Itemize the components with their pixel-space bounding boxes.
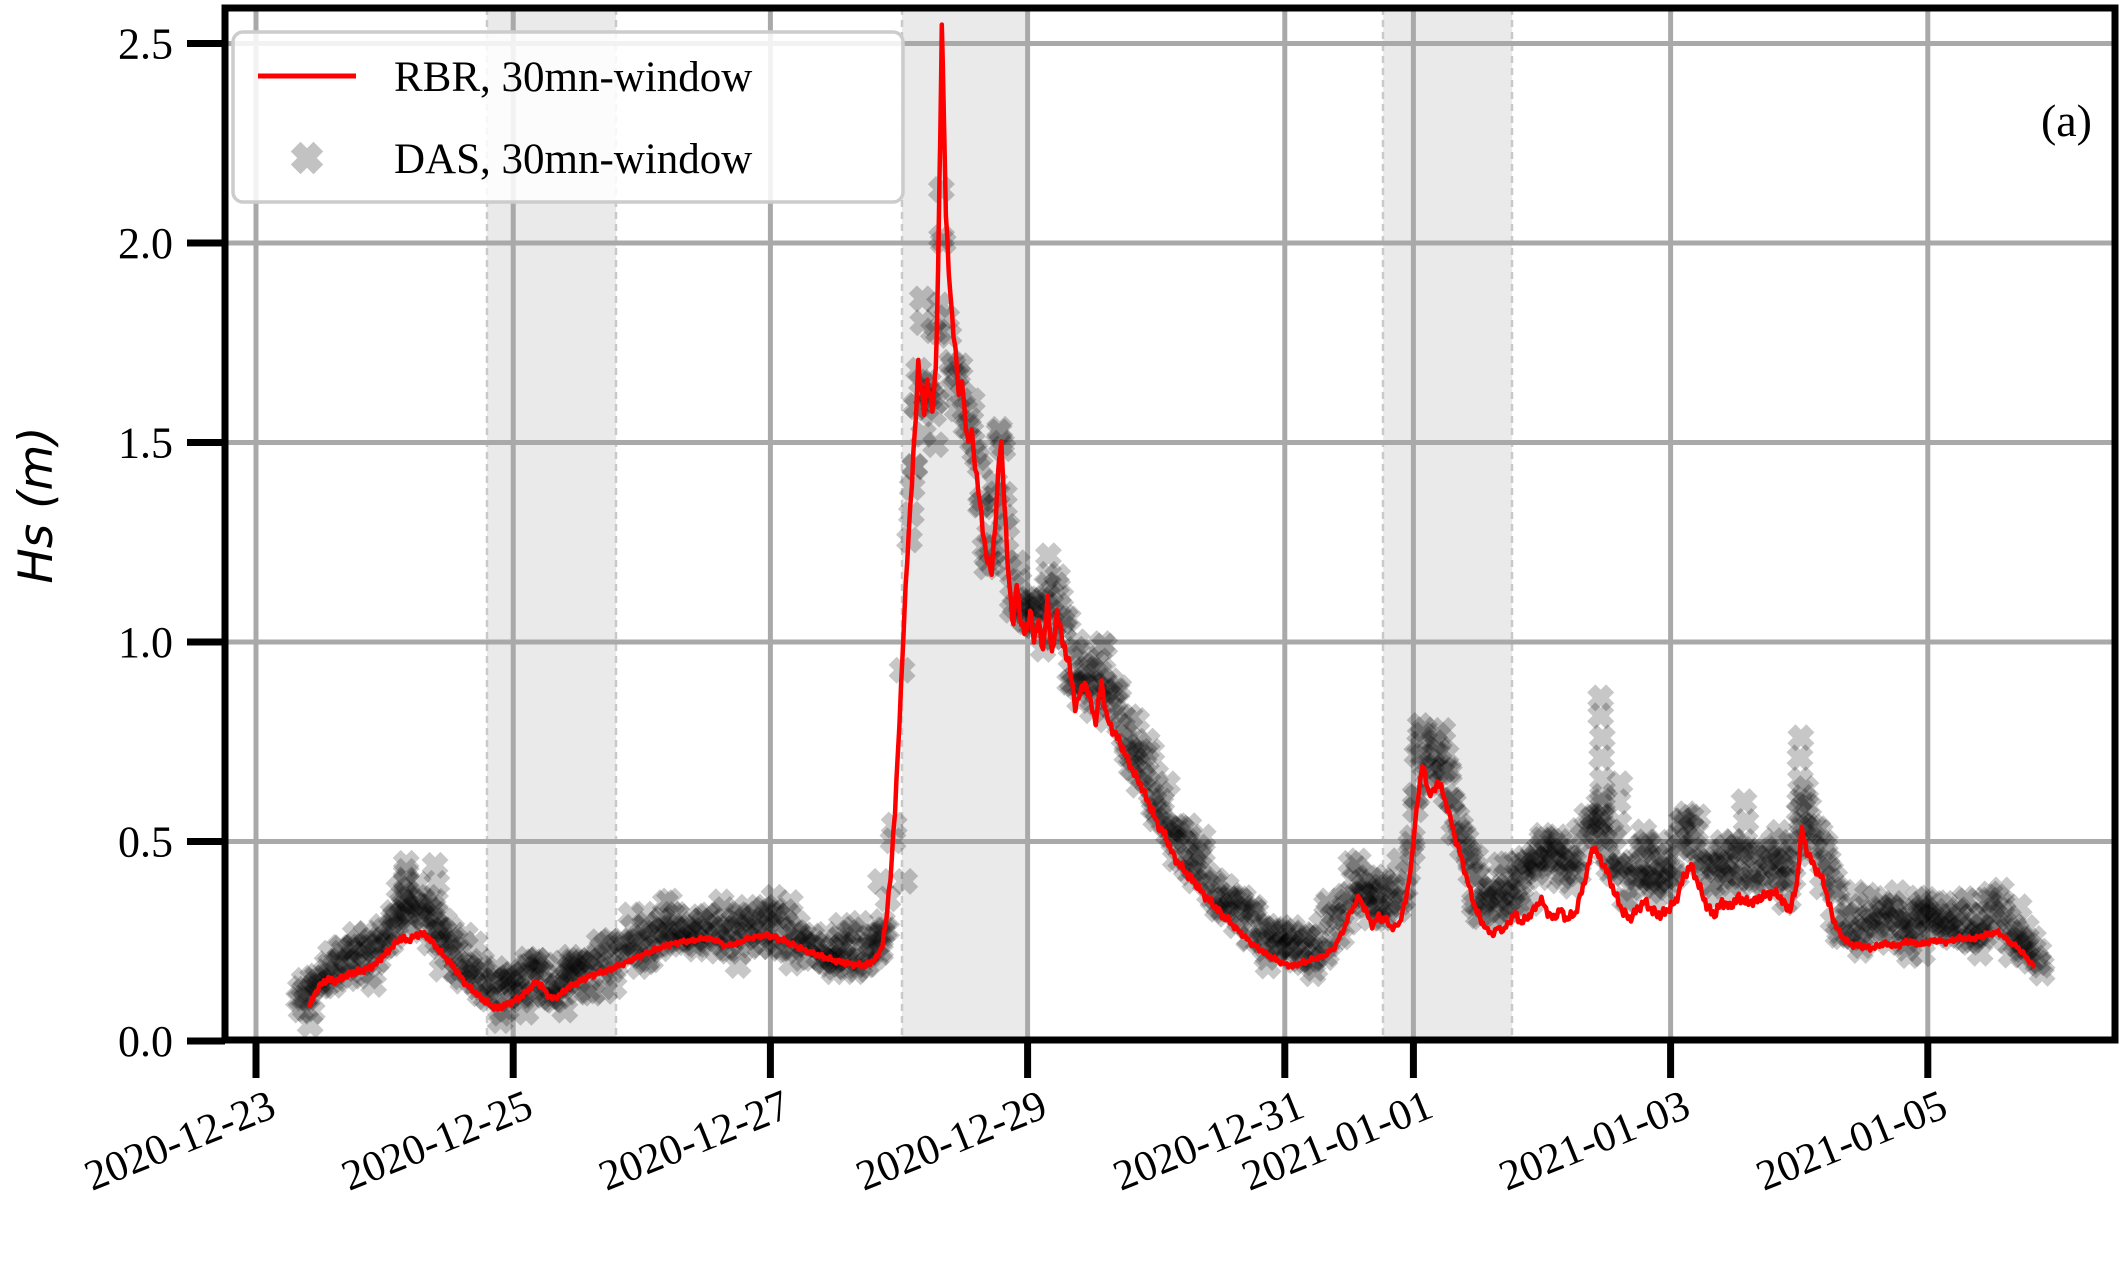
y-tick-label: 2.5	[118, 20, 173, 69]
x-tick-label: 2020-12-27	[593, 1082, 797, 1201]
y-tick-label: 1.5	[118, 419, 173, 468]
y-tick-label: 1.0	[118, 618, 173, 667]
das-marker	[1588, 724, 1616, 752]
x-tick-label: 2020-12-23	[78, 1082, 282, 1201]
y-tick-label: 0.5	[118, 818, 173, 867]
axis-ticks	[187, 40, 1932, 1078]
x-tick-label: 2020-12-29	[850, 1082, 1054, 1201]
y-tick-label: 2.0	[118, 219, 173, 268]
y-tick-label: 0.0	[118, 1017, 173, 1066]
legend-box	[231, 30, 905, 204]
plot-border	[221, 4, 2119, 1044]
y-tick-labels: 0.0 0.5 1.0 1.5 2.0 2.5	[118, 20, 173, 1067]
y-axis-label: Hs (m)	[9, 426, 64, 583]
panel-label: (a)	[2041, 95, 2092, 146]
das-marker	[1730, 788, 1758, 816]
rbr-line	[307, 22, 2036, 1012]
x-tick-label: 2021-01-03	[1493, 1082, 1697, 1201]
x-tick-labels: 2020-12-23 2020-12-25 2020-12-27 2020-12-29…	[78, 1082, 1953, 1201]
legend-label-das: DAS, 30mn-window	[394, 136, 752, 183]
das-marker	[1587, 684, 1615, 712]
das-marker	[1588, 744, 1616, 772]
x-tick-label: 2021-01-05	[1750, 1082, 1954, 1201]
legend: RBR, 30mn-window DAS, 30mn-window	[231, 30, 905, 204]
das-marker	[1786, 744, 1814, 772]
x-tick-label: 2020-12-25	[335, 1082, 539, 1201]
das-marker	[1787, 724, 1815, 752]
legend-label-rbr: RBR, 30mn-window	[394, 54, 752, 101]
das-marker	[1034, 542, 1062, 570]
